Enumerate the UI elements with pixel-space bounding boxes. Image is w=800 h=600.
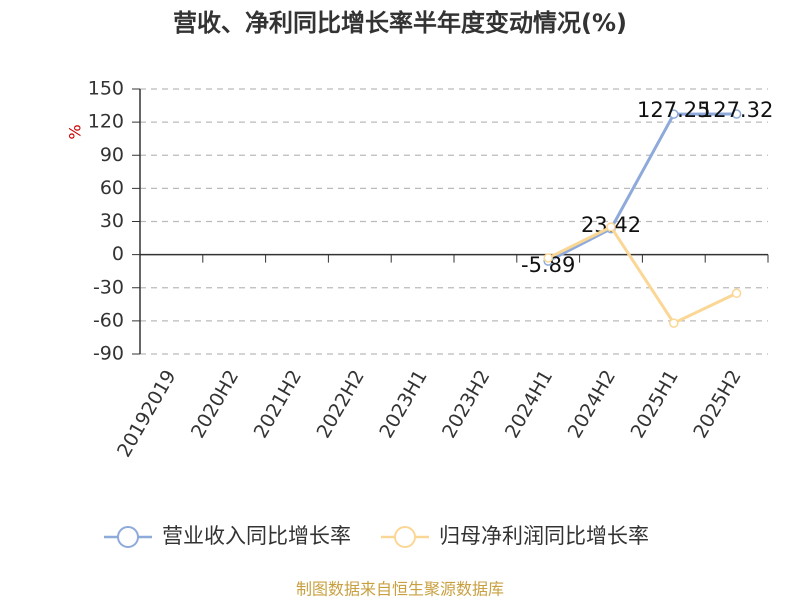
- x-tick-label: 2025H2: [689, 366, 745, 442]
- series-line: [547, 112, 737, 263]
- data-point: [731, 109, 742, 119]
- x-tick-label: 2024H1: [501, 366, 557, 442]
- data-point: [731, 288, 742, 299]
- y-tick-label: -90: [93, 343, 124, 365]
- x-tick-label: 2022H2: [312, 366, 368, 442]
- y-tick-label: -60: [93, 309, 124, 331]
- legend-marker: [394, 526, 416, 548]
- legend-label: 营业收入同比增长率: [162, 524, 351, 548]
- x-tick-label: 2025H1: [626, 366, 682, 442]
- y-tick-label: 30: [100, 210, 124, 232]
- series-line: [547, 225, 738, 325]
- y-tick-label: 120: [88, 111, 124, 133]
- data-point: [606, 222, 616, 232]
- x-tick-label: 2020H2: [187, 366, 243, 442]
- data-label: 127.25: [637, 98, 710, 122]
- y-tick-label: 150: [88, 78, 124, 100]
- chart-title: 营收、净利同比增长率半年度变动情况(%): [173, 9, 627, 37]
- legend-label: 归母净利润同比增长率: [439, 524, 649, 548]
- y-tick-label: 60: [100, 177, 124, 199]
- x-tick-label: 20192019: [113, 366, 180, 461]
- y-tick-label: 90: [100, 144, 124, 166]
- source-note: 制图数据来自恒生聚源数据库: [296, 580, 504, 599]
- x-tick-label: 2024H2: [564, 366, 620, 442]
- legend-marker: [117, 526, 139, 548]
- y-tick-label: 0: [112, 243, 124, 265]
- data-label: 127.32: [700, 98, 773, 122]
- data-point: [669, 109, 679, 119]
- data-point: [669, 318, 679, 328]
- y-axis-label: %: [66, 124, 85, 139]
- x-tick-label: 2021H2: [250, 366, 306, 442]
- y-tick-label: -30: [93, 276, 124, 298]
- x-tick-label: 2023H2: [438, 366, 494, 442]
- x-tick-label: 2023H1: [375, 366, 431, 442]
- data-point: [543, 253, 553, 263]
